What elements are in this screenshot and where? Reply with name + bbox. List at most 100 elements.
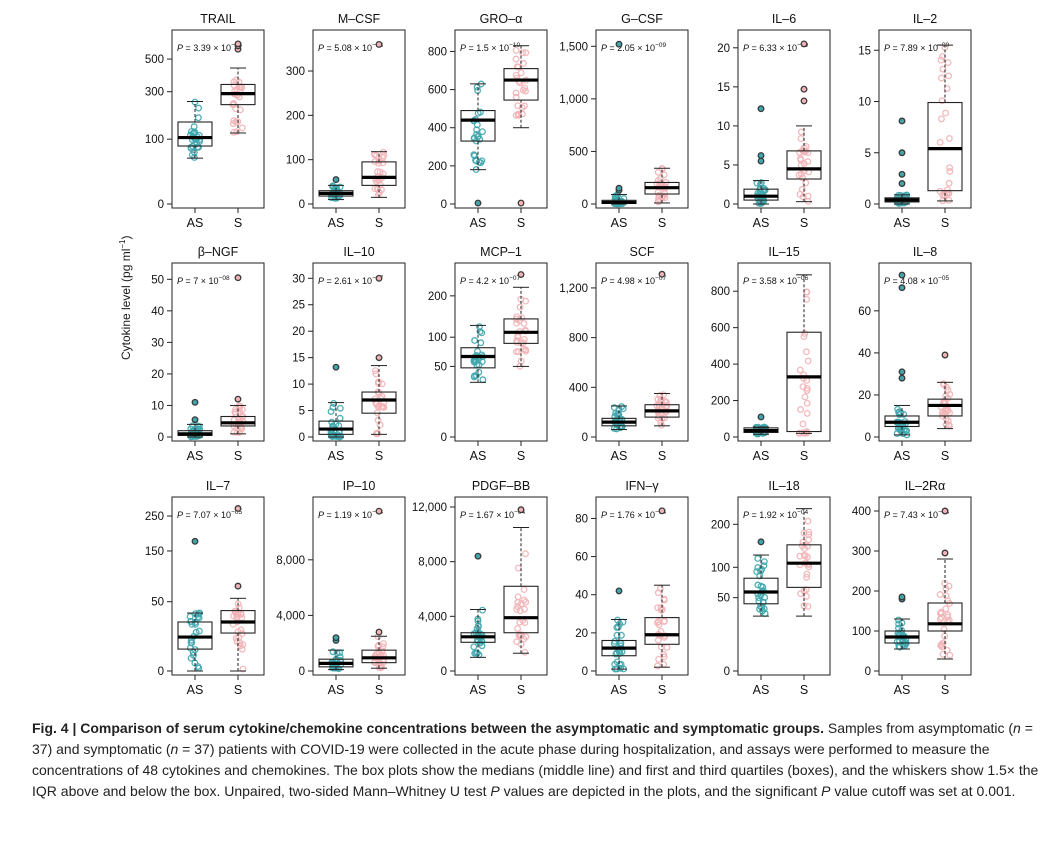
outlier-point xyxy=(375,354,383,362)
outlier-point xyxy=(615,184,623,192)
data-point xyxy=(799,383,807,391)
data-point xyxy=(478,358,486,366)
outlier-point xyxy=(757,157,765,165)
x-tick-label: S xyxy=(941,449,949,463)
data-point xyxy=(937,56,945,64)
data-point xyxy=(801,545,808,552)
y-tick-label: 0 xyxy=(865,432,871,444)
outlier-point xyxy=(898,284,906,292)
x-tick-label: AS xyxy=(470,216,487,230)
y-tick-label: 300 xyxy=(145,87,164,99)
data-point xyxy=(946,168,954,175)
data-point xyxy=(895,616,903,624)
data-point xyxy=(612,650,620,658)
x-tick-label: AS xyxy=(611,449,628,463)
x-tick-label: AS xyxy=(470,683,487,697)
panel-mcp–1: MCP–1 P = 4.2 × 10−07 0 50 100 200 AS S xyxy=(428,245,548,463)
panel-il–6: IL–6 P = 6.33 × 10−09 0 5 10 15 20 AS S xyxy=(717,12,831,230)
data-point xyxy=(944,613,952,621)
box-iqr xyxy=(361,161,397,186)
data-point xyxy=(661,414,669,422)
data-point xyxy=(803,387,811,394)
data-point xyxy=(519,339,527,347)
data-point xyxy=(192,628,200,636)
data-point xyxy=(754,555,762,562)
data-point xyxy=(944,386,952,394)
data-point xyxy=(512,89,520,97)
data-point xyxy=(937,640,945,648)
box-iqr xyxy=(503,68,539,101)
y-tick-label: 0 xyxy=(441,432,447,444)
x-tick-label: S xyxy=(234,216,242,230)
y-tick-label: 0 xyxy=(724,199,730,211)
box-s xyxy=(644,165,680,206)
data-point xyxy=(945,72,953,80)
box-as xyxy=(177,537,213,672)
x-tick-label: AS xyxy=(611,216,628,230)
p-value-label: P = 7.89 × 10−09 xyxy=(884,42,949,53)
p-value-label: P = 1.67 × 10−04 xyxy=(460,509,525,520)
p-value-label: P = 6.33 × 10−09 xyxy=(743,42,808,53)
box-as xyxy=(884,271,920,439)
plot-frame xyxy=(737,496,831,676)
panel-ifn–γ: IFN–γ P = 1.76 × 10−04 0 20 40 60 80 AS S xyxy=(575,479,689,697)
plot-frame xyxy=(595,496,689,676)
y-tick-label: 300 xyxy=(286,66,305,78)
x-tick-label: S xyxy=(658,216,666,230)
p-value-label: P = 4.08 × 10−05 xyxy=(884,275,949,286)
y-tick-label: 50 xyxy=(434,361,447,373)
y-tick-label: 500 xyxy=(569,146,588,158)
y-tick-label: 600 xyxy=(711,323,730,335)
y-tick-label: 0 xyxy=(158,199,164,211)
outlier-point xyxy=(898,117,906,125)
y-tick-label: 600 xyxy=(428,85,447,97)
x-tick-label: S xyxy=(234,683,242,697)
plot-frame xyxy=(595,29,689,209)
data-point xyxy=(520,59,527,67)
data-point xyxy=(654,636,662,644)
panel-il–2rα: IL–2Rα P = 7.43 × 10−04 0 100 200 300 400 AS S xyxy=(852,479,972,697)
data-point xyxy=(799,538,807,546)
data-point xyxy=(512,71,520,79)
box-s xyxy=(927,507,963,660)
panel-title: IP–10 xyxy=(343,479,376,493)
box-s xyxy=(644,270,680,429)
y-tick-label: 8,000 xyxy=(418,557,447,569)
data-point xyxy=(328,418,336,426)
data-point xyxy=(802,348,810,356)
data-point xyxy=(939,650,947,658)
data-point xyxy=(936,138,944,146)
data-point xyxy=(190,651,197,659)
box-as xyxy=(884,593,920,651)
box-iqr xyxy=(644,617,680,645)
y-tick-label: 800 xyxy=(428,46,447,58)
box-as xyxy=(318,363,354,441)
outlier-point xyxy=(941,549,949,557)
outlier-point xyxy=(332,176,340,184)
y-tick-label: 200 xyxy=(428,161,447,173)
data-point xyxy=(804,357,812,365)
data-point xyxy=(654,662,661,670)
outlier-point xyxy=(898,180,906,187)
panel-il–10: IL–10 P = 2.61 × 10−07 0 5 10 15 20 25 30 AS S xyxy=(292,245,406,463)
y-tick-label: 200 xyxy=(711,396,730,408)
panel-title: IL–18 xyxy=(768,479,799,493)
box-iqr xyxy=(786,331,822,433)
data-point xyxy=(945,134,953,142)
data-point xyxy=(804,517,812,525)
y-tick-label: 80 xyxy=(575,513,588,525)
box-as xyxy=(177,398,213,441)
x-tick-label: S xyxy=(517,683,525,697)
data-point xyxy=(945,179,953,187)
y-tick-label: 300 xyxy=(852,546,871,558)
y-tick-label: 0 xyxy=(724,666,730,678)
box-as xyxy=(318,634,354,673)
outlier-point xyxy=(375,274,383,282)
box-s xyxy=(361,40,397,199)
y-tick-label: 1,000 xyxy=(559,94,588,106)
y-tick-label: 20 xyxy=(575,628,588,640)
data-point xyxy=(800,333,808,340)
x-tick-label: AS xyxy=(187,449,204,463)
data-point xyxy=(654,619,661,627)
data-point xyxy=(332,432,340,440)
